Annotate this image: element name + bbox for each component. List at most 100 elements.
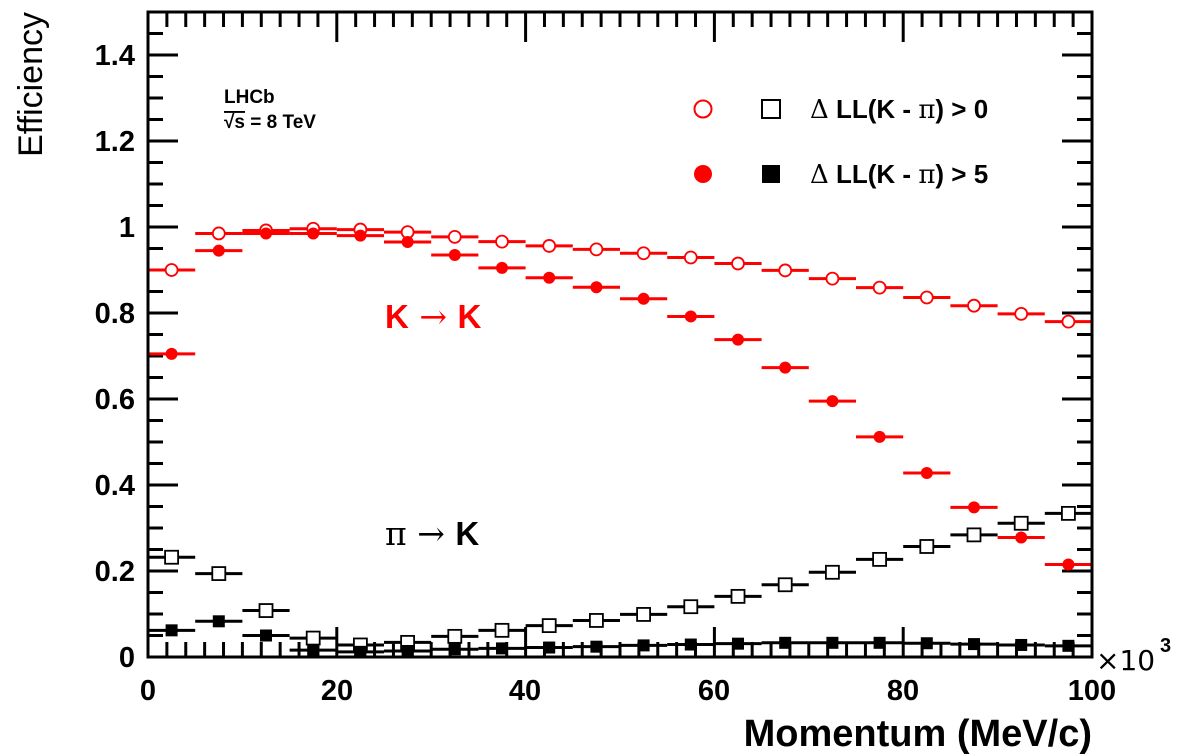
plot-frame bbox=[146, 10, 1094, 659]
data-point bbox=[1061, 505, 1076, 521]
data-point bbox=[1062, 639, 1075, 652]
annotation-pi-to-k: π → K bbox=[385, 514, 479, 553]
data-point bbox=[494, 622, 510, 638]
x-tick-label: 80 bbox=[887, 675, 919, 707]
legend-text-b: ) > 0 bbox=[935, 94, 988, 124]
legend-pi: π bbox=[918, 95, 935, 125]
data-point bbox=[777, 577, 793, 593]
data-point bbox=[920, 637, 933, 650]
data-point bbox=[495, 234, 509, 249]
legend-label-tight: Δ LL(K - π) > 5 bbox=[810, 159, 988, 190]
legend-text-b: ) > 5 bbox=[935, 159, 988, 189]
data-point bbox=[779, 636, 792, 649]
data-point bbox=[307, 227, 320, 240]
y-tick-label: 0 bbox=[119, 642, 135, 674]
legend: Δ LL(K - π) > 0 Δ LL(K - π) > 5 bbox=[693, 94, 988, 190]
data-point bbox=[920, 466, 933, 479]
data-point bbox=[873, 636, 886, 649]
x-axis-multiplier: ×10 bbox=[1096, 644, 1155, 677]
data-point bbox=[968, 501, 980, 514]
data-series bbox=[148, 221, 1092, 658]
data-point bbox=[732, 637, 744, 650]
data-point bbox=[1015, 638, 1028, 651]
data-point bbox=[684, 638, 697, 651]
annotation-lead: π bbox=[385, 514, 407, 553]
annotation-k-to-k: K → K bbox=[385, 297, 481, 336]
x-tick-labels: 0 20 40 60 80 100 bbox=[140, 675, 1116, 707]
x-axis-title: Momentum (MeV/c) bbox=[744, 713, 1092, 755]
legend-delta: Δ bbox=[810, 160, 829, 190]
data-point bbox=[683, 599, 699, 615]
y-axis-title: Efficiency bbox=[12, 12, 50, 157]
data-point bbox=[496, 261, 508, 274]
data-point bbox=[260, 227, 272, 240]
x-tick-label: 0 bbox=[140, 675, 156, 707]
data-point bbox=[211, 226, 226, 241]
data-point bbox=[966, 527, 982, 543]
data-point bbox=[164, 263, 179, 277]
data-point bbox=[1013, 515, 1029, 531]
data-point bbox=[590, 281, 603, 294]
data-point bbox=[684, 310, 697, 323]
y-tick-label: 0.4 bbox=[95, 470, 135, 502]
data-point bbox=[1014, 306, 1029, 321]
energy-label: √s = 8 TeV bbox=[224, 112, 316, 133]
data-point bbox=[636, 246, 651, 261]
data-point bbox=[354, 229, 367, 242]
annotation-tail: K bbox=[457, 298, 481, 335]
annotation-arrow: → bbox=[407, 514, 456, 553]
x-axis-multiplier-exponent: 3 bbox=[1160, 635, 1171, 657]
data-point bbox=[401, 644, 414, 657]
data-point bbox=[541, 618, 557, 634]
data-point bbox=[447, 628, 463, 644]
data-point bbox=[589, 613, 604, 628]
x-tick-label: 100 bbox=[1068, 675, 1116, 707]
data-point bbox=[732, 333, 744, 346]
data-point bbox=[636, 607, 651, 622]
sqrt-s: √s bbox=[224, 112, 245, 133]
data-point bbox=[872, 551, 887, 567]
y-tick-label: 0.6 bbox=[95, 384, 135, 416]
data-point bbox=[260, 629, 272, 642]
data-point bbox=[212, 244, 225, 257]
data-point bbox=[165, 624, 178, 637]
legend-text-a: LL(K - bbox=[829, 94, 919, 124]
annotation-arrow: → bbox=[409, 297, 458, 336]
data-point bbox=[825, 271, 840, 286]
y-tick-label: 1.4 bbox=[95, 40, 135, 72]
legend-marker-open-circle bbox=[693, 99, 713, 119]
energy-value: = 8 TeV bbox=[245, 112, 316, 133]
data-point bbox=[1062, 558, 1075, 571]
y-tick-labels: 0 0.2 0.4 0.6 0.8 1 1.2 1.4 bbox=[95, 40, 135, 674]
data-point bbox=[543, 271, 556, 284]
x-tick-label: 60 bbox=[698, 675, 730, 707]
data-point bbox=[448, 643, 461, 656]
series-filled-circle bbox=[148, 227, 1092, 571]
data-point bbox=[919, 290, 934, 305]
data-point bbox=[258, 603, 274, 618]
data-point bbox=[637, 292, 650, 305]
y-tick-label: 0.8 bbox=[95, 298, 135, 330]
x-tick-label: 20 bbox=[321, 675, 353, 707]
data-point bbox=[779, 361, 792, 374]
legend-marker-open-square bbox=[761, 99, 781, 119]
data-point bbox=[164, 549, 180, 565]
data-point bbox=[305, 630, 321, 646]
data-point bbox=[448, 248, 461, 261]
data-point bbox=[872, 280, 887, 295]
data-point bbox=[968, 638, 980, 651]
data-point bbox=[731, 256, 745, 271]
data-point bbox=[211, 566, 227, 581]
data-point bbox=[826, 395, 839, 408]
data-point bbox=[778, 263, 793, 278]
data-point bbox=[165, 347, 178, 360]
data-point bbox=[825, 564, 840, 580]
data-point bbox=[967, 298, 981, 313]
data-point bbox=[590, 640, 603, 653]
series-open-square bbox=[148, 505, 1092, 653]
data-point bbox=[447, 229, 462, 244]
x-tick-label: 40 bbox=[509, 675, 541, 707]
annotation-tail: K bbox=[455, 515, 479, 552]
data-point bbox=[354, 645, 367, 658]
